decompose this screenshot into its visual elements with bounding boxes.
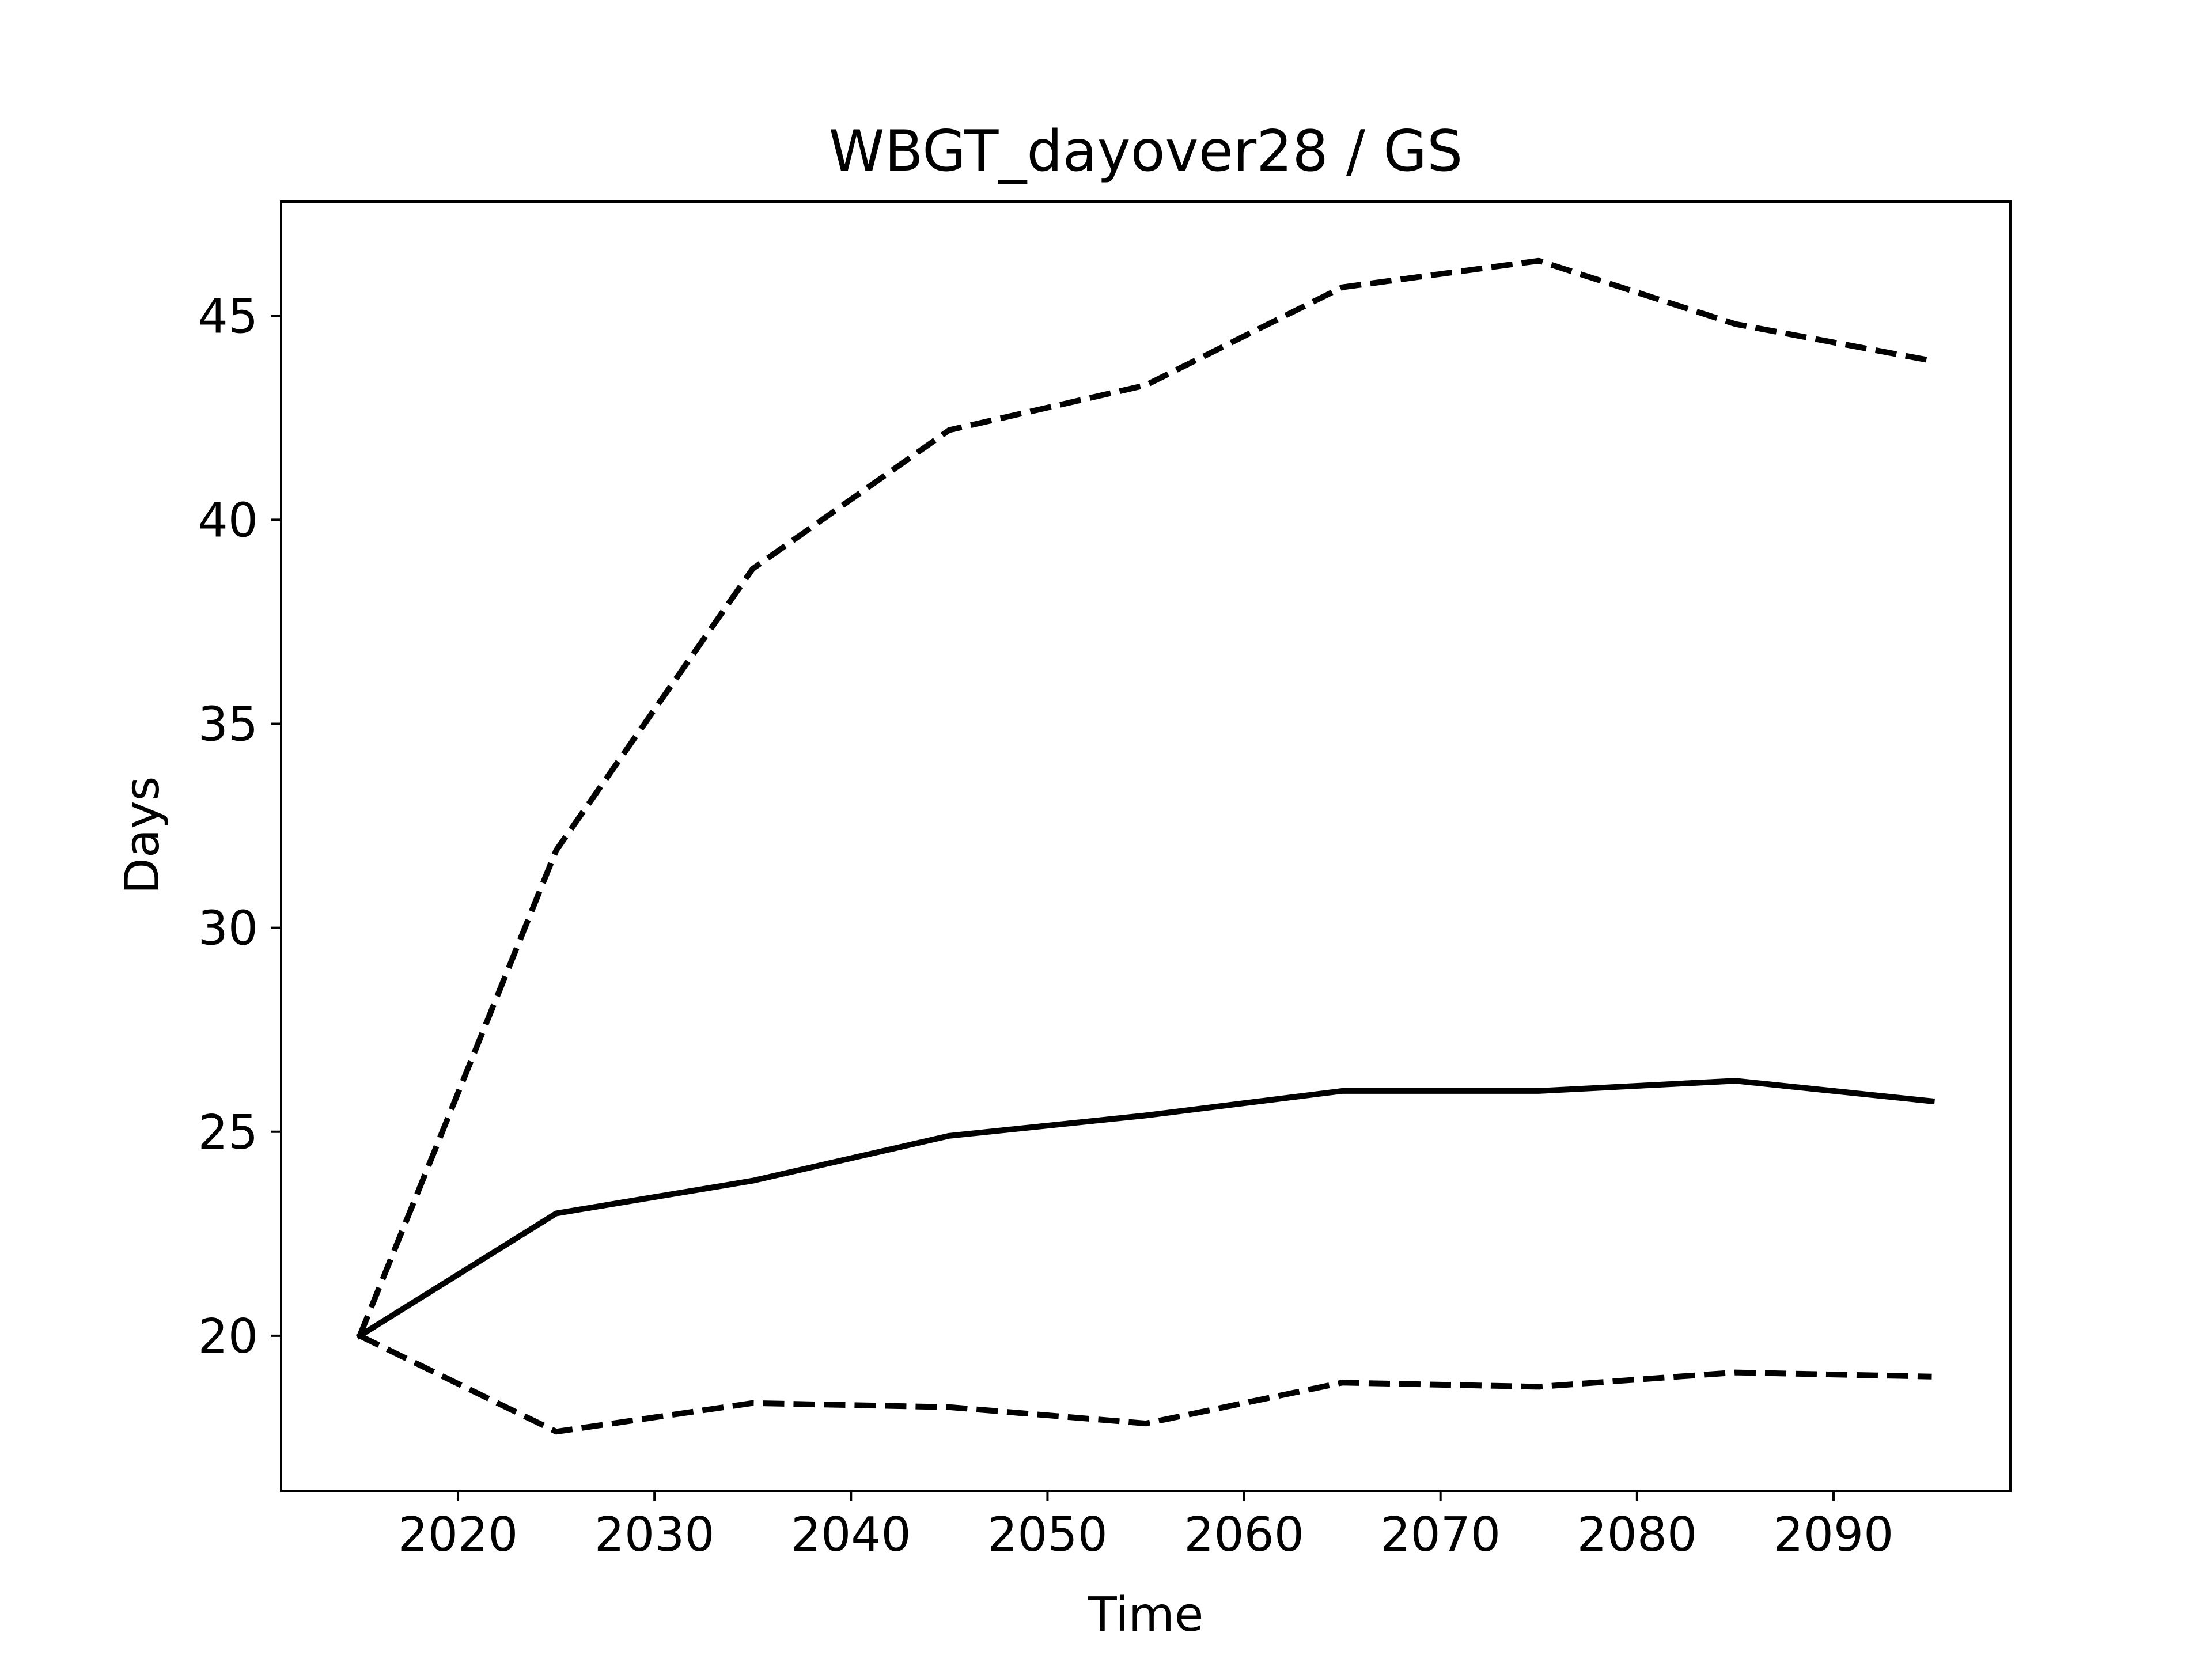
x-tick-label: 2080 (1577, 1508, 1697, 1562)
y-tick-label: 45 (198, 289, 258, 344)
chart-title: WBGT_dayover28 / GS (829, 119, 1463, 184)
x-tick-label: 2030 (594, 1508, 715, 1562)
y-axis-label: Days (115, 777, 170, 895)
solid-series-line (355, 1078, 1935, 1340)
x-tick-label: 2060 (1184, 1508, 1304, 1562)
y-tick-label: 25 (198, 1105, 258, 1160)
dashed-series-line-1 (357, 257, 1933, 1337)
y-tick-label: 20 (198, 1309, 258, 1364)
y-tick-label: 30 (198, 902, 258, 956)
y-tick-label: 40 (198, 493, 258, 548)
plot-area-frame (280, 200, 2012, 1492)
x-tick-label: 2050 (987, 1508, 1108, 1562)
x-tick-label: 2020 (398, 1508, 518, 1562)
y-tick-label: 35 (198, 698, 258, 752)
x-tick-label: 2090 (1774, 1508, 1894, 1562)
x-tick-label: 2070 (1380, 1508, 1501, 1562)
x-axis-label: Time (1088, 1588, 1204, 1642)
dashed-series-line-2 (358, 1333, 1932, 1435)
plot-marks: 2020 2030 2040 2050 2060 2070 2080 2090 20 25 30 35… (198, 257, 1935, 1562)
x-tick-label: 2040 (791, 1508, 911, 1562)
